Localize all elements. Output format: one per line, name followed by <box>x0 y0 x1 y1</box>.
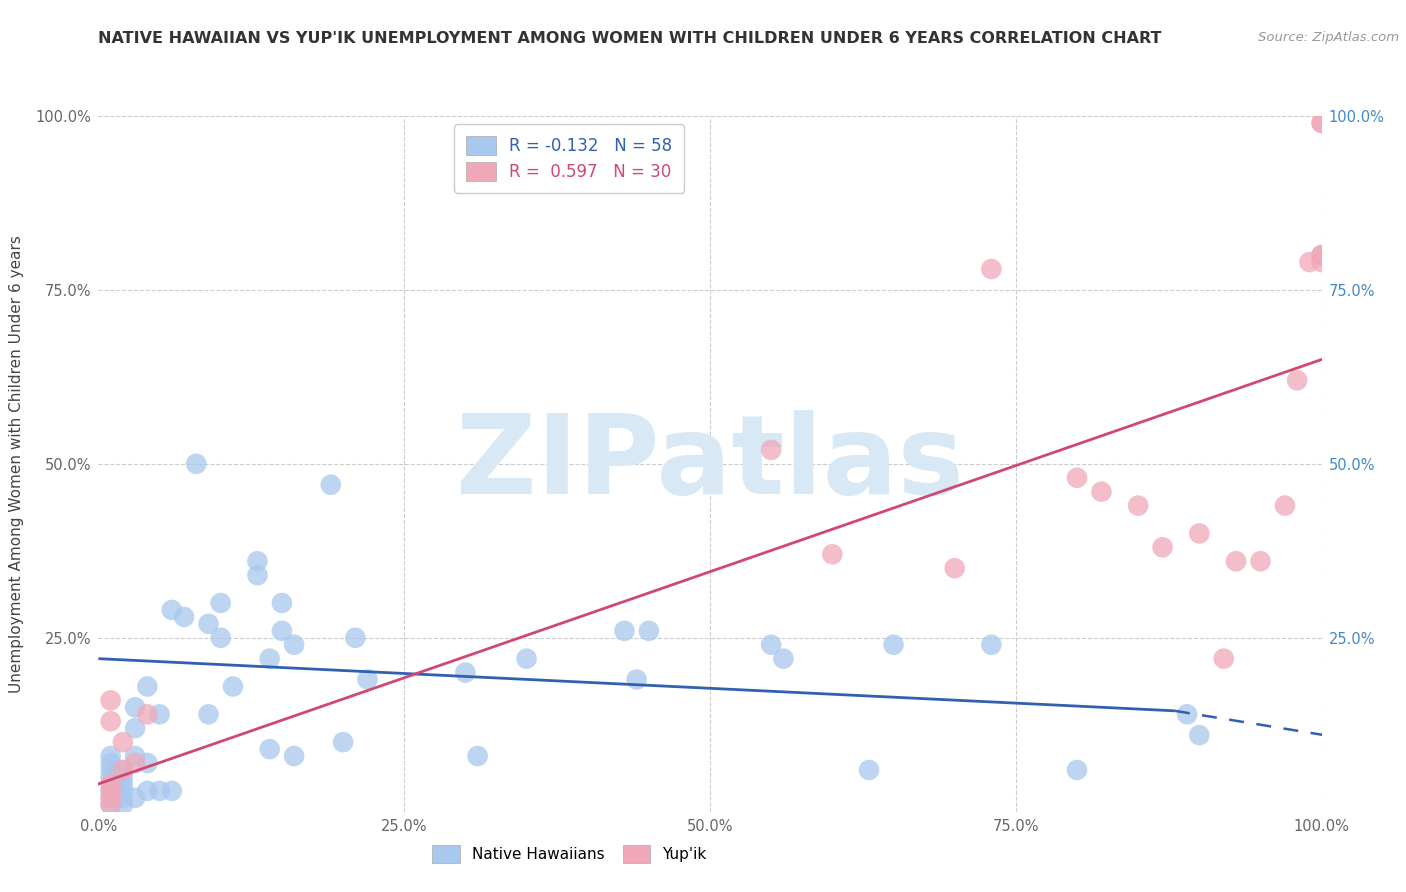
Point <box>638 624 661 638</box>
Point <box>259 742 281 756</box>
Point <box>136 756 159 770</box>
Point <box>344 631 367 645</box>
Point <box>270 624 294 638</box>
Point <box>100 714 122 729</box>
Point <box>943 561 966 575</box>
Point <box>124 700 146 714</box>
Point <box>356 673 378 687</box>
Point <box>1212 651 1234 665</box>
Point <box>821 547 844 561</box>
Point <box>283 638 305 652</box>
Point <box>1310 248 1333 262</box>
Point <box>100 790 122 805</box>
Point <box>222 680 245 694</box>
Point <box>319 477 342 491</box>
Point <box>186 457 208 471</box>
Point <box>124 756 146 770</box>
Point <box>160 784 183 798</box>
Point <box>283 749 305 764</box>
Point <box>1066 471 1088 485</box>
Text: Source: ZipAtlas.com: Source: ZipAtlas.com <box>1258 31 1399 45</box>
Point <box>100 756 122 770</box>
Point <box>332 735 354 749</box>
Point <box>100 777 122 791</box>
Point <box>246 554 269 568</box>
Point <box>467 749 489 764</box>
Point <box>454 665 477 680</box>
Point <box>1188 728 1211 742</box>
Point <box>1274 499 1296 513</box>
Point <box>124 749 146 764</box>
Point <box>1286 373 1309 387</box>
Point <box>1310 116 1333 130</box>
Point <box>270 596 294 610</box>
Legend: Native Hawaiians, Yup'ik: Native Hawaiians, Yup'ik <box>425 838 714 871</box>
Point <box>111 763 134 777</box>
Point <box>197 707 219 722</box>
Point <box>1152 541 1174 555</box>
Point <box>100 777 122 791</box>
Point <box>209 631 232 645</box>
Point <box>1066 763 1088 777</box>
Point <box>761 442 783 457</box>
Point <box>111 735 134 749</box>
Point <box>111 770 134 784</box>
Point <box>111 777 134 791</box>
Point <box>772 651 794 665</box>
Point <box>100 797 122 812</box>
Point <box>883 638 905 652</box>
Point <box>136 707 159 722</box>
Point <box>1225 554 1247 568</box>
Point <box>100 784 122 798</box>
Point <box>124 721 146 735</box>
Point <box>100 784 122 798</box>
Point <box>100 749 122 764</box>
Point <box>209 596 232 610</box>
Point <box>1090 484 1112 499</box>
Point <box>100 693 122 707</box>
Point <box>111 784 134 798</box>
Point <box>160 603 183 617</box>
Point <box>149 784 172 798</box>
Point <box>761 638 783 652</box>
Point <box>100 790 122 805</box>
Point <box>1310 255 1333 269</box>
Point <box>111 763 134 777</box>
Text: NATIVE HAWAIIAN VS YUP'IK UNEMPLOYMENT AMONG WOMEN WITH CHILDREN UNDER 6 YEARS C: NATIVE HAWAIIAN VS YUP'IK UNEMPLOYMENT A… <box>98 31 1161 46</box>
Point <box>1310 248 1333 262</box>
Point <box>1188 526 1211 541</box>
Point <box>1128 499 1150 513</box>
Point <box>136 784 159 798</box>
Point <box>259 651 281 665</box>
Point <box>980 638 1002 652</box>
Point <box>1298 255 1320 269</box>
Point <box>515 651 537 665</box>
Point <box>858 763 880 777</box>
Point <box>124 790 146 805</box>
Point <box>197 616 219 631</box>
Point <box>173 610 195 624</box>
Point <box>100 763 122 777</box>
Point <box>246 568 269 582</box>
Point <box>1175 707 1198 722</box>
Point <box>100 797 122 812</box>
Point <box>1310 116 1333 130</box>
Point <box>613 624 636 638</box>
Point <box>136 680 159 694</box>
Point <box>1249 554 1271 568</box>
Point <box>100 770 122 784</box>
Point <box>111 797 134 812</box>
Text: ZIPatlas: ZIPatlas <box>456 410 965 517</box>
Point <box>980 262 1002 277</box>
Point <box>149 707 172 722</box>
Point <box>626 673 648 687</box>
Point <box>111 790 134 805</box>
Y-axis label: Unemployment Among Women with Children Under 6 years: Unemployment Among Women with Children U… <box>10 235 24 693</box>
